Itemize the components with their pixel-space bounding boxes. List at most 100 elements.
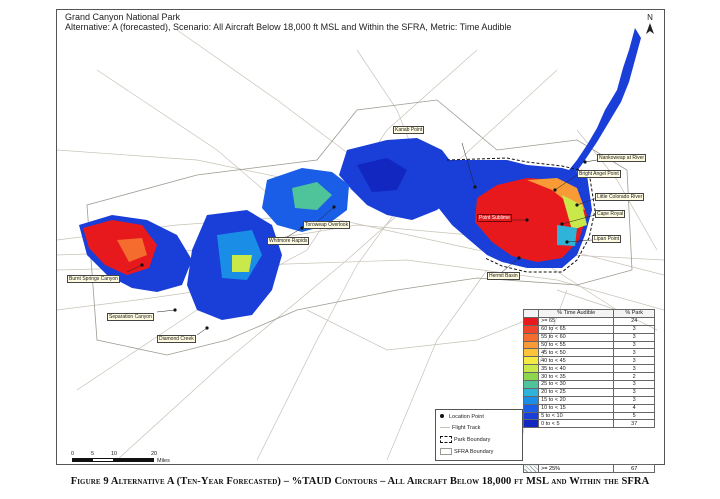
legend-swatch [522, 387, 540, 397]
legend-swatch [522, 364, 540, 374]
hatch-label: >= 25% [538, 464, 615, 473]
legend-range: 50 to < 55 [538, 340, 615, 350]
hatch-value: 67 [613, 464, 655, 473]
location-point-icon [440, 414, 444, 418]
legend-row: 5 to < 10 5 [522, 411, 655, 421]
sfra-boundary [86, 99, 633, 356]
legend-park-pct: 3 [613, 324, 655, 334]
scale-tick-20: 20 [151, 451, 158, 457]
legend-range: 30 to < 35 [538, 372, 615, 382]
legend-swatch [522, 403, 540, 413]
legend-swatch [522, 356, 540, 366]
label-diamond-creek: Diamond Creek [157, 335, 196, 343]
legend-park-pct: 3 [613, 380, 655, 389]
label-little-colorado: Little Colorado River [595, 193, 645, 201]
map-frame: Grand Canyon National Park Alternative: … [56, 9, 665, 473]
legend-park-pct: 2 [613, 372, 655, 382]
legend-row: >= 65 24 [522, 316, 655, 326]
legend-park-pct: 3 [613, 332, 655, 342]
label-burnt-springs: Burnt Springs Canyon [67, 275, 120, 283]
legend-park-pct: 3 [613, 356, 655, 366]
legend-range: 45 to < 50 [538, 348, 615, 358]
legend-range: 10 to < 15 [538, 403, 615, 413]
map-subtitle: Alternative: A (forecasted), Scenario: A… [65, 22, 512, 32]
scale-bar: 0 5 10 20 Miles [71, 451, 191, 465]
legend-row: 60 to < 65 3 [522, 324, 655, 334]
legend: % Time Audible % Park >= 65 24 60 to < 65 3… [522, 309, 655, 429]
label-lipan-point: Lipan Point [592, 235, 622, 243]
north-arrow-icon [646, 23, 654, 34]
legend-swatch [522, 332, 540, 342]
legend-row: 20 to < 25 3 [522, 387, 655, 397]
legend-swatch [522, 316, 540, 326]
legend-park-pct: 3 [613, 395, 655, 405]
scale-tick-10: 10 [111, 451, 118, 457]
legend-swatch [522, 395, 540, 405]
legend-park-pct: 24 [613, 316, 655, 326]
legend-swatch [522, 324, 540, 334]
legend-row: 15 to < 20 3 [522, 395, 655, 405]
legend-range: 15 to < 20 [538, 395, 615, 405]
legend-range: 25 to < 30 [538, 380, 615, 389]
legend-park-pct: 3 [613, 364, 655, 374]
legend-row: 10 to < 15 4 [522, 403, 655, 413]
legend-range: 40 to < 45 [538, 356, 615, 366]
label-nankoweap: Nankoweap at River [597, 154, 647, 162]
legend-range: 55 to < 60 [538, 332, 615, 342]
legend-swatch [522, 348, 540, 358]
western-hot-core [83, 220, 157, 275]
legend-row: 25 to < 30 3 [522, 380, 655, 389]
legend-range: >= 65 [538, 316, 615, 326]
label-separation: Separation Canyon [107, 313, 154, 321]
legend-swatch [522, 372, 540, 382]
legend-swatch [522, 380, 540, 389]
legend-row: 30 to < 35 2 [522, 372, 655, 382]
legend-swatch [522, 411, 540, 421]
hatch-swatch [522, 464, 540, 473]
flight-track-icon [440, 427, 450, 429]
legend-range: 5 to < 10 [538, 411, 615, 421]
park-boundary-icon [440, 436, 452, 443]
label-kanab-point: Kanab Point [393, 126, 425, 134]
legend-range: 35 to < 40 [538, 364, 615, 374]
legend-range: 0 to < 5 [538, 419, 615, 429]
scale-tick-0: 0 [71, 451, 75, 457]
legend-header-park: % Park [613, 309, 655, 318]
legend-swatch [522, 340, 540, 350]
map-key: Location Point Flight Track Park Boundar… [435, 409, 523, 461]
legend-swatch [522, 419, 540, 429]
legend-range: 60 to < 65 [538, 324, 615, 334]
key-flight-track: Flight Track [452, 425, 481, 431]
legend-park-pct: 3 [613, 387, 655, 397]
map-title: Grand Canyon National Park [65, 12, 181, 22]
legend-row: 0 to < 5 37 [522, 419, 655, 429]
label-bright-angel: Bright Angel Point [577, 170, 621, 178]
key-sfra-boundary: SFRA Boundary [454, 448, 494, 455]
legend-row: 55 to < 60 3 [522, 332, 655, 342]
label-toroweap: Toroweap Overlook [303, 221, 351, 229]
legend-park-pct: 37 [613, 419, 655, 429]
legend-park-pct: 4 [613, 403, 655, 413]
legend-row: 45 to < 50 3 [522, 348, 655, 358]
north-label: N [647, 13, 653, 22]
label-point-sublime: Point Sublime [477, 214, 512, 222]
legend-row: 35 to < 40 3 [522, 364, 655, 374]
label-hermit-basin: Hermit Basin [487, 272, 520, 280]
label-whitmore: Whitmore Rapids [267, 237, 310, 245]
legend-header-range: % Time Audible [538, 309, 615, 318]
legend-park-pct: 3 [613, 348, 655, 358]
legend-row: 40 to < 45 3 [522, 356, 655, 366]
legend-range: 20 to < 25 [538, 387, 615, 397]
legend-park-pct: 5 [613, 411, 655, 421]
park-boundary [446, 157, 596, 273]
legend-hatch: >= 25% 67 [522, 464, 655, 473]
key-park-boundary: Park Boundary [454, 436, 491, 443]
legend-park-pct: 3 [613, 340, 655, 350]
figure-caption: Figure 9 Alternative A (Ten-Year Forecas… [70, 476, 650, 487]
legend-row: 50 to < 55 3 [522, 340, 655, 350]
scale-bar-graphic [72, 458, 154, 462]
river-corridor [569, 28, 641, 174]
sfra-boundary-icon [440, 448, 452, 455]
scale-unit: Miles [157, 458, 170, 464]
scale-tick-5: 5 [91, 451, 95, 457]
